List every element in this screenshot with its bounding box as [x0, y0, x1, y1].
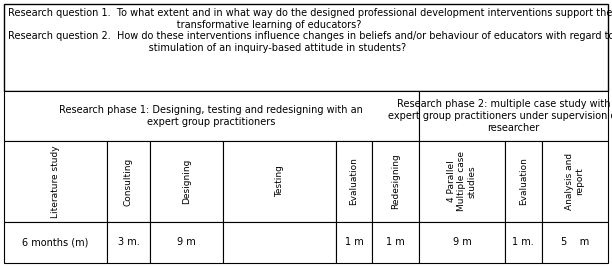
Text: Literature study: Literature study [51, 145, 60, 218]
Text: Evaluation: Evaluation [349, 158, 359, 205]
Text: 9 m: 9 m [453, 237, 471, 247]
Bar [150, 222, 223, 263]
Text: 4 Parallel
Multiple case
studies: 4 Parallel Multiple case studies [447, 151, 477, 211]
Text: Consulting: Consulting [124, 157, 133, 206]
Bar [107, 222, 150, 263]
Bar [336, 141, 372, 222]
Text: 3 m.: 3 m. [118, 237, 140, 247]
Text: Testing: Testing [275, 166, 284, 197]
Bar [542, 141, 608, 222]
Text: 9 m: 9 m [177, 237, 196, 247]
Text: Research phase 1: Designing, testing and redesigning with an
expert group practi: Research phase 1: Designing, testing and… [59, 105, 364, 127]
Bar [372, 141, 419, 222]
Bar [336, 222, 372, 263]
Bar [4, 222, 107, 263]
Bar [4, 4, 608, 91]
Text: 1 m.: 1 m. [512, 237, 534, 247]
Text: 1 m: 1 m [345, 237, 364, 247]
Bar [419, 141, 505, 222]
Bar [4, 91, 419, 141]
Text: Evaluation: Evaluation [519, 158, 528, 205]
Bar [419, 91, 608, 141]
Text: Research phase 2: multiple case study with the
expert group practitioners under : Research phase 2: multiple case study wi… [388, 99, 612, 133]
Bar [4, 141, 107, 222]
Bar [505, 141, 542, 222]
Bar [223, 222, 336, 263]
Text: 5    m: 5 m [561, 237, 589, 247]
Bar [542, 222, 608, 263]
Bar [505, 222, 542, 263]
Bar [150, 141, 223, 222]
Bar [419, 222, 505, 263]
Text: Redesigning: Redesigning [391, 154, 400, 209]
Bar [372, 222, 419, 263]
Text: 6 months (m): 6 months (m) [22, 237, 89, 247]
Text: 1 m: 1 m [386, 237, 405, 247]
Bar [223, 141, 336, 222]
Text: Designing: Designing [182, 159, 191, 204]
Text: Analysis and
report: Analysis and report [565, 153, 584, 210]
Text: Research question 1.  To what extent and in what way do the designed professiona: Research question 1. To what extent and … [8, 8, 612, 53]
Bar [107, 141, 150, 222]
